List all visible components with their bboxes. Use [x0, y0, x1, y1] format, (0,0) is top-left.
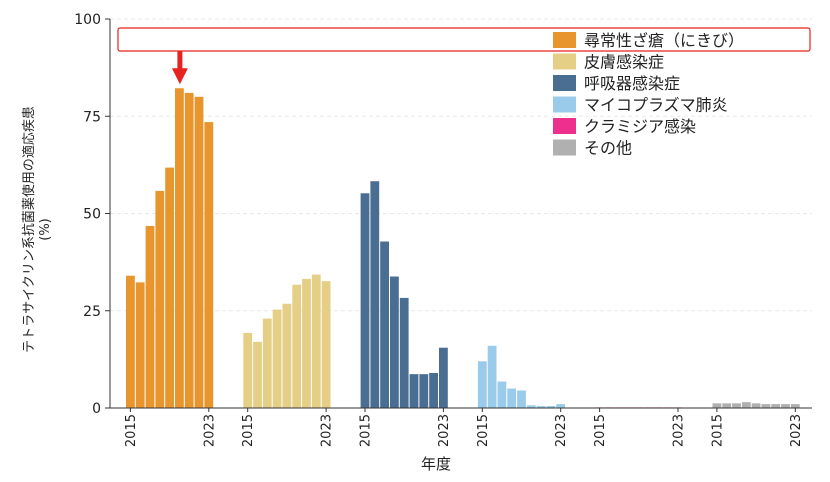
bar	[732, 403, 741, 408]
bar	[526, 405, 536, 408]
legend-swatch	[553, 53, 576, 70]
y-axis-label: テトラサイクリン系抗菌薬使用の適応疾患	[21, 106, 37, 353]
bar	[477, 361, 487, 408]
bar	[556, 404, 566, 408]
bar	[507, 388, 517, 408]
x-tick-label: 2023	[789, 414, 804, 447]
x-tick-label: 2015	[124, 414, 139, 447]
bar	[517, 390, 526, 408]
bar	[429, 372, 438, 408]
bar	[761, 404, 771, 408]
bar	[165, 167, 174, 408]
arrow-shaft	[177, 51, 183, 70]
bar	[370, 181, 380, 408]
x-tick-label: 2023	[437, 414, 452, 447]
legend-label: クラミジア感染	[584, 117, 696, 136]
bar	[175, 88, 184, 408]
legend-label: 尋常性ざ瘡（にきび）	[584, 31, 744, 50]
arrow-head	[171, 68, 188, 85]
x-tick-label: 2023	[554, 414, 569, 447]
bar	[282, 303, 292, 408]
legend-swatch	[553, 96, 576, 113]
legend-highlight-box	[117, 27, 811, 52]
y-tick-label: 25	[83, 304, 101, 320]
x-axis-label: 年度	[421, 455, 451, 473]
bar	[194, 96, 204, 409]
x-tick-label: 2015	[241, 414, 256, 447]
x-tick-label: 2023	[320, 414, 335, 447]
y-axis-label: (%)	[38, 218, 53, 241]
legend-label: その他	[584, 139, 632, 158]
bar	[497, 381, 507, 408]
bar	[321, 281, 331, 408]
bar	[155, 190, 165, 408]
bar	[204, 122, 214, 409]
bar	[399, 297, 409, 408]
bar	[409, 374, 419, 408]
bar	[302, 278, 311, 408]
x-tick-label: 2015	[476, 414, 491, 447]
bar	[771, 404, 781, 408]
bar	[751, 403, 761, 408]
x-tick-label: 2023	[672, 414, 687, 447]
legend-swatch	[553, 139, 576, 156]
x-tick-label: 2015	[359, 414, 374, 447]
bar	[790, 404, 800, 408]
legend-swatch	[553, 118, 576, 134]
axes: 0 25 50 75 100 2015 2023 2015 2023 2015 2023 2015 20…	[21, 12, 812, 473]
bar	[722, 403, 732, 408]
bar	[419, 374, 429, 408]
legend-swatch	[553, 75, 576, 91]
y-tick-label: 0	[92, 401, 101, 417]
bar	[262, 318, 272, 408]
bar	[390, 276, 399, 408]
legend-label: マイコプラズマ肺炎	[584, 96, 728, 115]
bar	[487, 345, 497, 408]
x-tick-label: 2023	[202, 414, 217, 447]
bar	[311, 274, 321, 408]
bar	[184, 92, 194, 408]
bar	[243, 332, 253, 408]
bar	[380, 241, 389, 408]
bar	[536, 406, 546, 408]
bar	[253, 341, 262, 408]
bar	[741, 402, 751, 408]
y-tick-label: 75	[83, 109, 101, 125]
bar	[439, 347, 448, 408]
y-tick-label: 50	[83, 207, 101, 223]
gridlines	[110, 18, 812, 312]
bar	[360, 193, 370, 408]
bar	[781, 404, 790, 408]
bar	[292, 284, 302, 408]
x-tick-label: 2015	[593, 414, 608, 447]
bar	[135, 282, 145, 408]
legend-label: 呼吸器感染症	[584, 74, 680, 93]
y-tick-label: 100	[74, 12, 101, 28]
bar	[712, 403, 722, 408]
legend-label: 皮膚感染症	[584, 53, 664, 72]
x-tick-label: 2015	[710, 414, 725, 447]
bar	[546, 406, 556, 408]
bar	[126, 275, 135, 408]
bar	[145, 225, 155, 408]
bar	[272, 309, 282, 408]
annotations	[117, 27, 811, 85]
legend-swatch	[553, 32, 576, 48]
bars	[126, 88, 800, 409]
